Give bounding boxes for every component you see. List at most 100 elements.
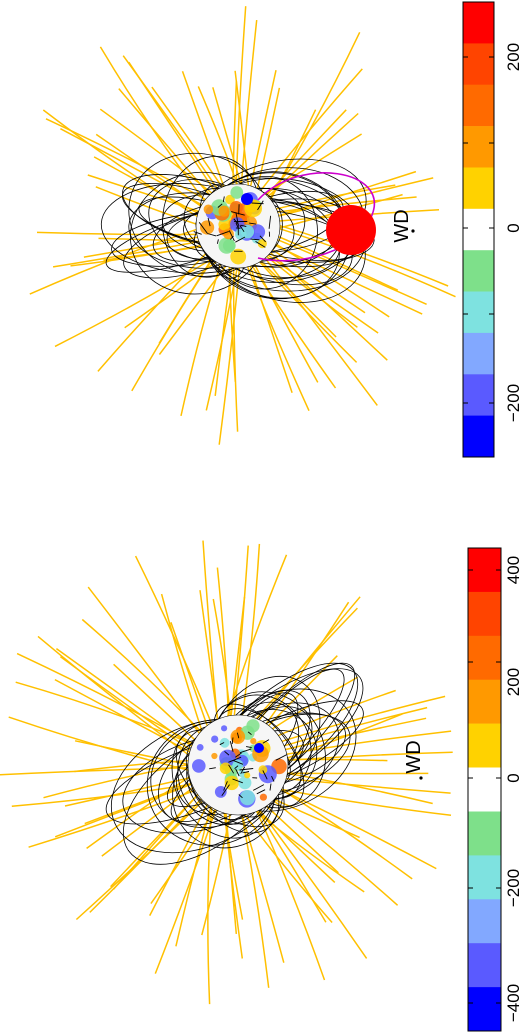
surface-field-line xyxy=(239,768,254,771)
open-field-line xyxy=(245,262,310,412)
surface-field-line xyxy=(262,739,270,744)
colorbar-segment xyxy=(468,987,501,1032)
colorbar-ticks-bottom: 400 200 0 −200 −400 xyxy=(504,556,523,1022)
open-field-line xyxy=(60,128,213,211)
surface-field-patch xyxy=(258,765,268,775)
open-field-line xyxy=(43,763,192,799)
surface-field-patch xyxy=(192,759,206,773)
surface-field-line xyxy=(231,211,245,216)
surface-field-line xyxy=(239,225,245,232)
surface-field-patch xyxy=(249,224,266,240)
colorbar-frame xyxy=(467,547,502,1032)
open-field-line xyxy=(251,601,350,745)
surface-field-line xyxy=(229,740,234,752)
open-field-line xyxy=(45,118,212,204)
surface-field-line xyxy=(238,794,243,799)
panel-bottom: WD 400 200 0 −200 −400 xyxy=(0,540,523,1032)
star-surface-top xyxy=(193,183,281,269)
surface-field-line xyxy=(240,224,247,228)
open-field-line xyxy=(101,786,195,857)
open-field-line xyxy=(170,622,212,737)
surface-spot-negative xyxy=(254,743,264,753)
colorbar-segment xyxy=(463,208,494,251)
surface-field-patch xyxy=(200,220,215,235)
surface-field-line xyxy=(250,238,260,241)
surface-field-patch xyxy=(219,737,230,748)
surface-field-patch xyxy=(230,217,245,232)
open-field-line xyxy=(250,256,319,383)
open-field-line xyxy=(64,776,193,807)
open-field-line xyxy=(262,780,437,870)
surface-field-patch xyxy=(229,201,243,215)
open-field-line xyxy=(97,247,212,372)
colorbar-segment xyxy=(463,291,494,334)
surface-field-line xyxy=(262,770,268,780)
open-field-line xyxy=(55,647,197,750)
surface-field-patch xyxy=(219,749,237,767)
open-field-line xyxy=(54,784,191,838)
surface-field-patch xyxy=(196,744,204,751)
surface-field-line xyxy=(222,196,225,203)
open-field-line xyxy=(231,545,249,735)
open-field-line xyxy=(250,798,326,981)
colorbar-bottom xyxy=(467,547,502,1032)
surface-field-line xyxy=(257,200,264,211)
open-field-line xyxy=(271,248,366,314)
surface-field-line xyxy=(232,778,243,784)
open-field-line xyxy=(54,256,215,348)
surface-field-line xyxy=(242,771,250,774)
surface-field-patch xyxy=(238,769,246,778)
surface-field-line xyxy=(249,222,256,225)
open-field-line xyxy=(274,226,456,298)
surface-field-patch xyxy=(230,186,244,199)
surface-field-patch xyxy=(240,224,255,239)
open-field-line xyxy=(259,112,359,205)
surface-field-line xyxy=(234,765,239,769)
open-field-line xyxy=(42,109,203,221)
colorbar-tick-label: −200 xyxy=(504,869,523,907)
colorbar-tick-label: 0 xyxy=(504,773,523,782)
surface-field-line xyxy=(231,737,234,745)
colorbar-segment xyxy=(468,899,501,944)
surface-field-line xyxy=(247,731,252,735)
open-field-line xyxy=(218,262,241,445)
open-field-line xyxy=(84,782,193,825)
surface-field-line xyxy=(228,764,235,774)
companion-star xyxy=(326,205,376,255)
open-field-line xyxy=(134,555,220,741)
surface-field-patch xyxy=(239,790,256,806)
white-dwarf-marker-top xyxy=(411,229,415,233)
surface-field-line xyxy=(235,752,242,758)
open-field-line xyxy=(254,87,281,198)
surface-field-line xyxy=(216,230,229,237)
open-field-line xyxy=(81,618,211,742)
surface-field-line xyxy=(198,222,208,234)
open-field-line xyxy=(122,55,224,198)
surface-field-line xyxy=(235,768,240,777)
prominence-loop xyxy=(257,172,376,262)
open-field-line xyxy=(273,237,427,305)
surface-field-patch xyxy=(211,735,219,743)
open-field-line xyxy=(276,177,434,218)
surface-field-patch xyxy=(203,204,214,215)
surface-field-line xyxy=(223,781,228,791)
colorbar-segment xyxy=(463,415,494,458)
colorbar-segment xyxy=(463,167,494,210)
open-field-line xyxy=(265,109,317,209)
colorbar-tick-label: 200 xyxy=(504,668,523,696)
open-field-line xyxy=(180,255,224,417)
surface-field-line xyxy=(207,217,211,227)
white-dwarf-label-top: WD xyxy=(391,209,413,242)
surface-field-line xyxy=(246,746,252,749)
surface-field-line xyxy=(255,241,266,248)
colorbar-segment xyxy=(468,855,501,900)
open-field-line xyxy=(232,261,239,432)
open-field-line xyxy=(247,259,293,393)
surface-field-line xyxy=(219,742,225,746)
open-field-line xyxy=(95,133,210,212)
open-field-line xyxy=(260,252,378,406)
open-field-line xyxy=(131,249,220,392)
surface-spot-negative xyxy=(241,193,253,205)
colorbar-segment xyxy=(463,43,494,86)
colorbar-segment xyxy=(463,84,494,127)
